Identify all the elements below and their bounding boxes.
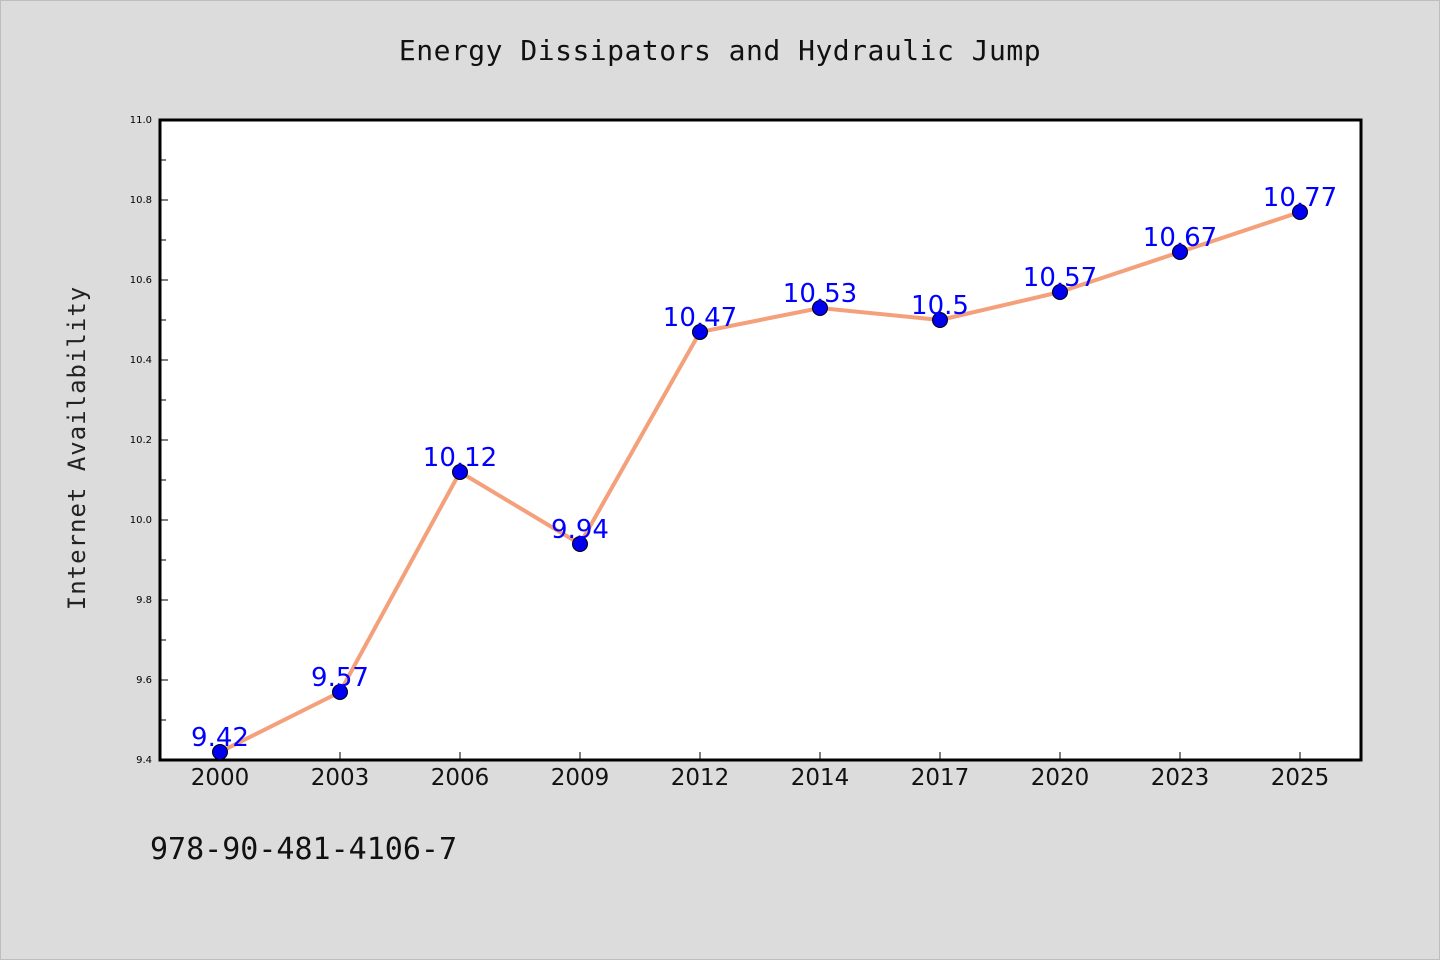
data-label: 10.57 (1023, 263, 1097, 293)
x-tick-label: 2006 (431, 765, 490, 791)
data-label: 10.12 (423, 443, 497, 473)
y-tick-label: 10.0 (130, 515, 152, 526)
data-point (932, 312, 948, 328)
y-tick-label: 9.4 (136, 755, 152, 766)
data-label: 9.94 (551, 515, 609, 545)
y-tick-label: 9.6 (136, 675, 152, 686)
data-point (1172, 244, 1188, 260)
data-label: 10.53 (783, 279, 857, 309)
data-label: 9.57 (311, 663, 369, 693)
x-tick-label: 2017 (911, 765, 970, 791)
x-tick-label: 2020 (1031, 765, 1090, 791)
y-tick-label: 9.8 (136, 595, 152, 606)
x-tick-label: 2014 (791, 765, 850, 791)
data-point (212, 744, 228, 760)
x-tick-label: 2012 (671, 765, 730, 791)
x-tick-label: 2003 (311, 765, 370, 791)
series-group: 9.42 9.57 10.12 9.94 10.47 10.53 10.5 10.57 10.6… (191, 183, 1337, 760)
y-tick-label: 10.4 (130, 355, 152, 366)
y-axis-ticks: 9.4 9.6 9.8 10.0 10.2 10.4 10.6 10.8 11.0 (130, 115, 168, 766)
y-tick-label: 11.0 (130, 115, 152, 126)
series-line (218, 210, 1302, 754)
x-tick-label: 2009 (551, 765, 610, 791)
data-point (692, 324, 708, 340)
data-point (1052, 284, 1068, 300)
x-axis-ticks: 2000 2003 2006 2009 2012 2014 2017 2020 2023 2025 (191, 752, 1330, 791)
x-tick-label: 2023 (1151, 765, 1210, 791)
data-label: 10.5 (911, 291, 969, 321)
y-tick-label: 10.2 (130, 435, 152, 446)
data-point (812, 300, 828, 316)
data-label: 10.77 (1263, 183, 1337, 213)
x-tick-label: 2025 (1271, 765, 1330, 791)
chart-title: Energy Dissipators and Hydraulic Jump (398, 34, 1042, 67)
data-point (452, 464, 468, 480)
data-point (572, 536, 588, 552)
data-point (332, 684, 348, 700)
y-tick-label: 10.8 (130, 195, 152, 206)
x-tick-label: 2000 (191, 765, 250, 791)
y-tick-label: 10.6 (130, 275, 152, 286)
data-label: 9.42 (191, 723, 249, 753)
data-point (1292, 204, 1308, 220)
isbn-text: 978-90-481-4106-7 (150, 832, 458, 867)
data-label: 10.67 (1143, 223, 1217, 253)
data-label: 10.47 (663, 303, 737, 333)
